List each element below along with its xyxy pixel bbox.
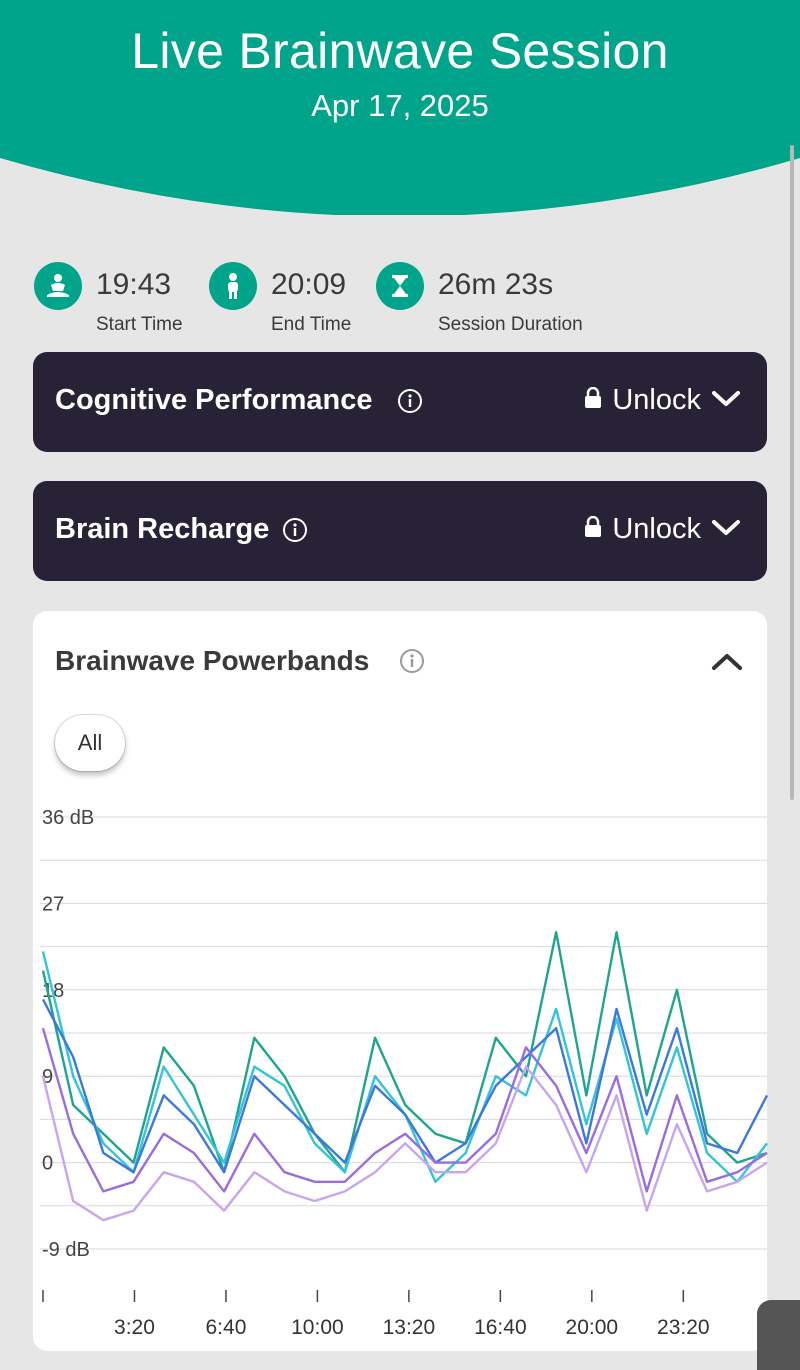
y-tick-label: 36 dB <box>42 807 94 829</box>
end-time-value: 20:09 <box>271 268 347 301</box>
cognitive-unlock-button[interactable]: Unlock <box>584 384 741 417</box>
info-icon[interactable] <box>399 648 425 679</box>
brainwave-powerbands-card: Brainwave Powerbands All <box>33 611 767 1351</box>
series-line-3 <box>41 1027 768 1193</box>
info-icon[interactable] <box>282 517 308 548</box>
unlock-label: Unlock <box>612 384 701 416</box>
y-tick-label: -9 dB <box>42 1239 90 1261</box>
session-date: Apr 17, 2025 <box>311 88 489 123</box>
x-tick-label: 3:20 <box>114 1316 155 1339</box>
x-tick-label: 20:00 <box>566 1316 619 1339</box>
x-tick-label: 6:40 <box>206 1316 247 1339</box>
x-tick-label: 23:20 <box>657 1316 710 1339</box>
brain-recharge-panel[interactable]: Brain Recharge Unlock <box>33 481 767 581</box>
unlock-label: Unlock <box>612 513 701 545</box>
info-icon[interactable] <box>397 388 423 419</box>
brain-recharge-title: Brain Recharge <box>55 513 270 545</box>
cognitive-performance-panel[interactable]: Cognitive Performance Unlock <box>33 352 767 452</box>
filter-all-button[interactable]: All <box>55 715 125 771</box>
y-tick-label: 0 <box>42 1153 53 1175</box>
start-time-label: Start Time <box>96 314 183 335</box>
meditation-icon <box>34 262 82 310</box>
lock-icon <box>584 513 602 546</box>
page-title: Live Brainwave Session <box>131 23 669 79</box>
chevron-up-icon[interactable] <box>711 651 743 678</box>
lock-icon <box>584 384 602 417</box>
header-background <box>0 0 800 215</box>
series-line-1 <box>41 951 768 1184</box>
series-line-2 <box>41 998 769 1174</box>
y-tick-label: 27 <box>42 893 64 915</box>
person-icon <box>209 262 257 310</box>
scrollbar[interactable] <box>790 145 794 800</box>
cognitive-performance-title: Cognitive Performance <box>55 384 373 416</box>
x-tick-label: 16:40 <box>474 1316 527 1339</box>
chevron-down-icon <box>711 384 741 417</box>
end-time-label: End Time <box>271 314 352 335</box>
duration-label: Session Duration <box>438 314 583 335</box>
y-tick-label: 9 <box>42 1066 53 1088</box>
x-tick-label: 13:20 <box>383 1316 436 1339</box>
series-line-0 <box>41 931 768 1174</box>
powerbands-title: Brainwave Powerbands <box>55 645 370 676</box>
hourglass-icon <box>376 262 424 310</box>
recharge-unlock-button[interactable]: Unlock <box>584 513 741 546</box>
series-line-4 <box>41 1065 768 1222</box>
chevron-down-icon <box>711 513 741 546</box>
duration-value: 26m 23s <box>438 268 554 301</box>
x-tick-label: 10:00 <box>291 1316 344 1339</box>
start-time-value: 19:43 <box>96 268 172 301</box>
session-header: Live Brainwave Session Apr 17, 2025 <box>0 0 800 215</box>
floating-action-button[interactable] <box>757 1300 800 1370</box>
